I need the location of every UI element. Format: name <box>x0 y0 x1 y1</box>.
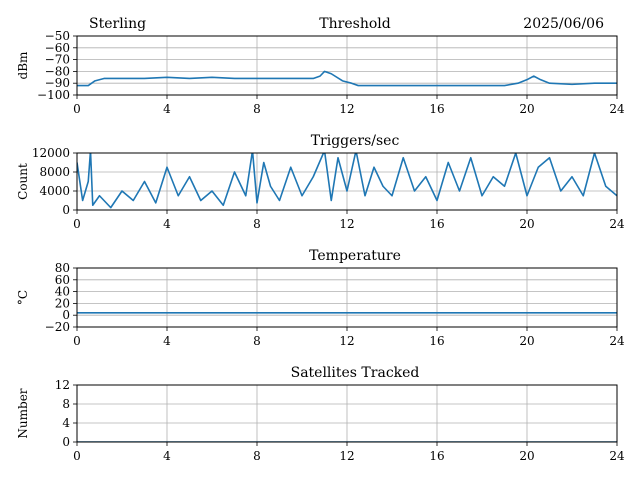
x-tick-label: 8 <box>253 217 261 231</box>
y-tick-label: 20 <box>55 296 70 310</box>
x-tick-label: 4 <box>163 334 171 348</box>
x-tick-label: 24 <box>609 334 625 348</box>
station-name: Sterling <box>89 16 146 32</box>
x-tick-label: 12 <box>339 217 354 231</box>
y-tick-label: −50 <box>45 29 70 43</box>
y-tick-label: 4000 <box>39 184 70 198</box>
x-tick-label: 20 <box>519 334 534 348</box>
y-tick-label: 0 <box>62 435 70 449</box>
x-tick-label: 0 <box>73 334 81 348</box>
x-tick-label: 8 <box>253 449 261 463</box>
x-tick-label: 12 <box>339 449 354 463</box>
panels: 0 4 8 12 16 20 24 −100−90−80−70−60−50 Threshold d… <box>16 16 625 463</box>
x-tick-label: 0 <box>73 102 81 116</box>
series-line <box>77 153 617 209</box>
y-tick-label: 8 <box>62 397 70 411</box>
panel-satellites-tracked: 0 4 8 12 16 20 24 0 4 8 12 Satellites Tracked Number <box>16 365 625 463</box>
x-tick-label: 0 <box>73 217 81 231</box>
panel-title: Temperature <box>309 248 401 264</box>
panel-triggers-sec: 0 4 8 12 16 20 24 0 4000 8000 12000 Triggers/sec Cou… <box>16 133 625 231</box>
y-tick-label: −80 <box>45 64 70 78</box>
y-tick-label: −90 <box>45 76 70 90</box>
y-axis-label: °C <box>16 290 30 305</box>
y-tick-label: −60 <box>45 41 70 55</box>
x-tick-label: 24 <box>609 449 625 463</box>
x-tick-label: 12 <box>339 102 354 116</box>
y-axis-label: Number <box>16 388 30 438</box>
y-tick-label: 0 <box>62 203 70 217</box>
y-tick-label: −70 <box>45 53 70 67</box>
x-tick-label: 4 <box>163 449 171 463</box>
y-axis-label: dBm <box>16 51 30 80</box>
x-tick-label: 16 <box>429 334 444 348</box>
x-tick-label: 0 <box>73 449 81 463</box>
x-tick-label: 20 <box>519 449 534 463</box>
x-tick-label: 4 <box>163 102 171 116</box>
x-tick-label: 8 <box>253 102 261 116</box>
y-tick-label: 80 <box>55 261 70 275</box>
x-tick-label: 24 <box>609 102 625 116</box>
series-line <box>77 70 617 87</box>
y-tick-label: −100 <box>37 88 70 102</box>
y-tick-label: 0 <box>62 308 70 322</box>
y-tick-label: 4 <box>62 416 70 430</box>
y-tick-label: 60 <box>55 273 70 287</box>
report-date: 2025/06/06 <box>523 16 604 32</box>
y-tick-label: 40 <box>55 285 70 299</box>
y-tick-label: 12 <box>55 378 70 392</box>
x-tick-label: 16 <box>429 102 444 116</box>
x-tick-label: 20 <box>519 102 534 116</box>
x-tick-label: 16 <box>429 217 444 231</box>
panel-threshold: 0 4 8 12 16 20 24 −100−90−80−70−60−50 Threshold d… <box>16 16 625 116</box>
x-tick-label: 24 <box>609 217 625 231</box>
x-tick-label: 8 <box>253 334 261 348</box>
y-tick-label: 12000 <box>32 146 70 160</box>
x-tick-label: 4 <box>163 217 171 231</box>
panel-title: Satellites Tracked <box>291 365 420 381</box>
panel-title: Triggers/sec <box>311 133 400 149</box>
y-axis-label: Count <box>16 163 30 200</box>
panel-title: Threshold <box>319 16 390 32</box>
y-tick-label: 8000 <box>39 165 70 179</box>
y-tick-label: −20 <box>45 320 70 334</box>
x-tick-label: 20 <box>519 217 534 231</box>
x-tick-label: 12 <box>339 334 354 348</box>
x-tick-label: 16 <box>429 449 444 463</box>
